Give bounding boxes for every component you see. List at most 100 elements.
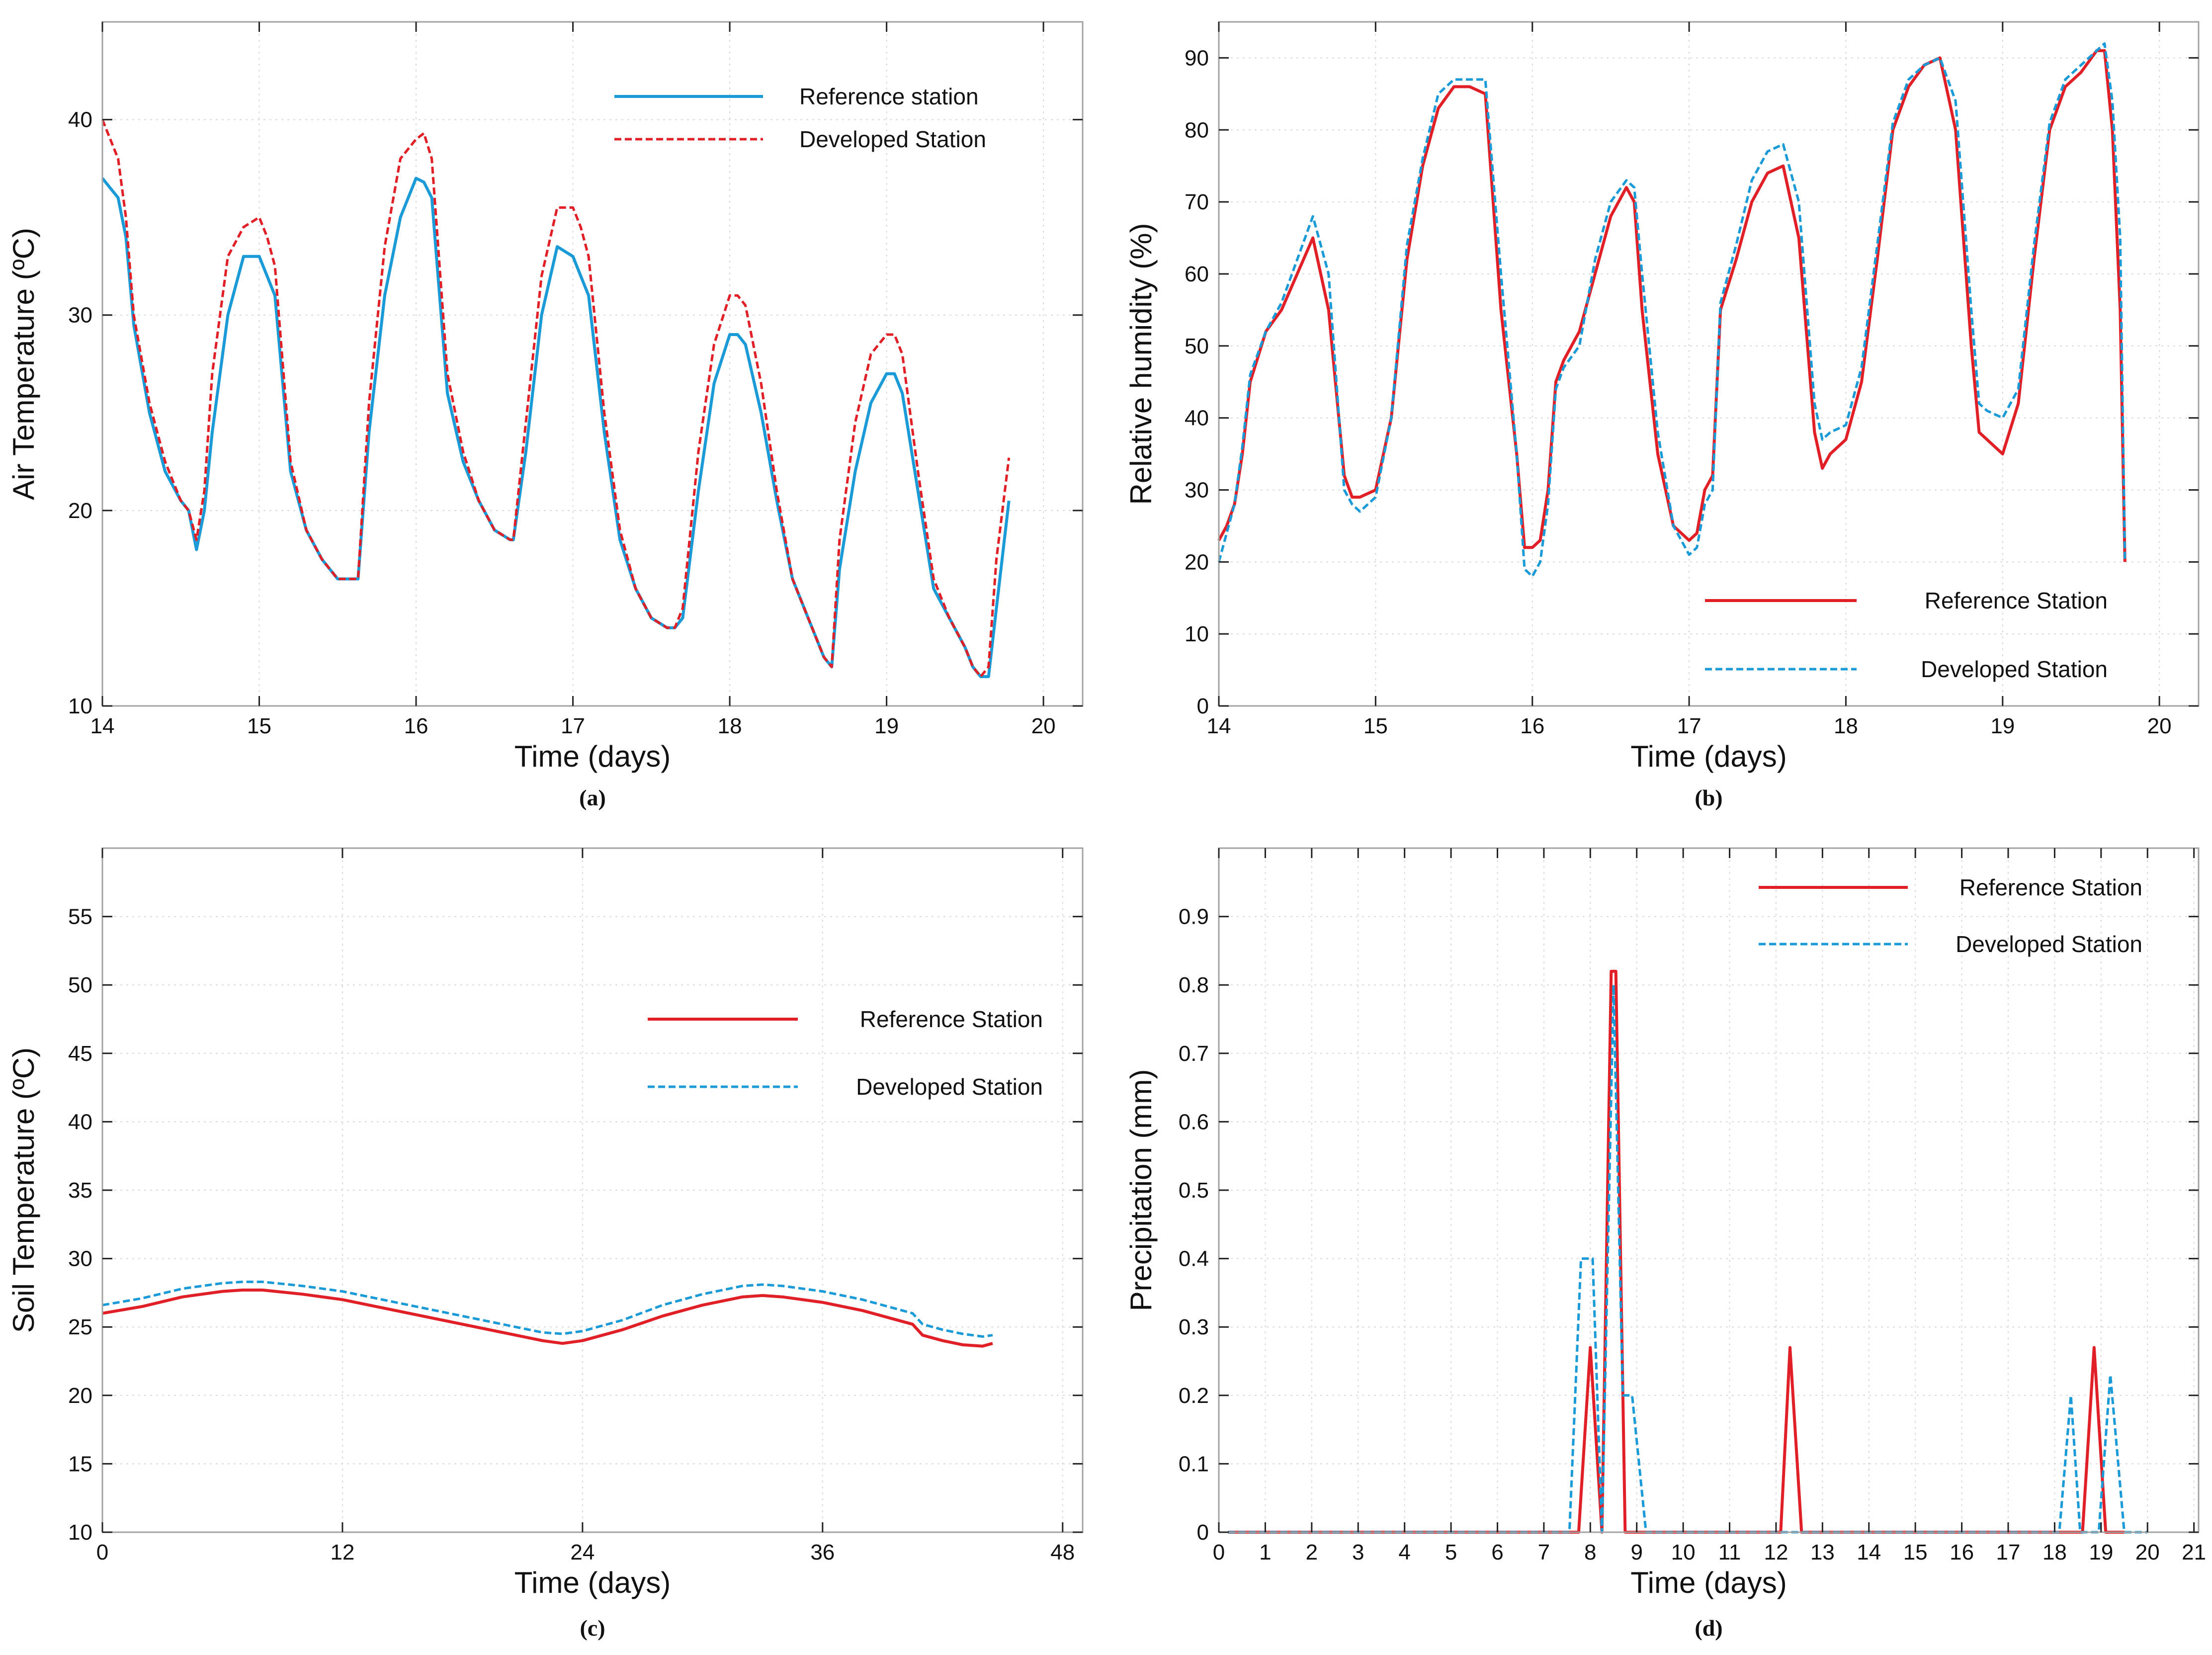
x-tick-label: 0 [1213,1540,1225,1565]
series-line-second [101,119,1011,678]
legend-entry: Developed Station [1921,656,2108,682]
series-line-first [102,1288,993,1348]
x-axis-label: Time (days) [514,740,671,773]
x-axis-label: Time (days) [1630,740,1787,773]
x-tick-label: 17 [1996,1540,2021,1565]
y-tick-label: 25 [68,1315,92,1339]
x-tick-label: 20 [1031,714,1056,738]
x-tick-label: 24 [570,1540,595,1565]
y-axis-label: Soil Temperature (ºC) [7,1047,40,1333]
x-tick-label: 17 [1677,714,1702,738]
x-tick-label: 17 [561,714,585,738]
x-tick-label: 19 [874,714,899,738]
x-tick-label: 13 [1810,1540,1835,1565]
y-tick-label: 50 [68,973,92,997]
y-tick-label: 0.1 [1179,1452,1209,1476]
series-line-first [1228,969,2125,1534]
y-tick-label: 0.4 [1179,1247,1209,1271]
x-tick-label: 2 [1306,1540,1318,1565]
x-tick-label: 16 [1950,1540,1974,1565]
y-tick-label: 0.6 [1179,1110,1209,1134]
x-tick-label: 14 [1207,714,1231,738]
legend: Reference Station Developed Station [648,1006,1043,1100]
y-tick-label: 0.7 [1179,1042,1209,1066]
x-tick-label: 5 [1445,1540,1457,1565]
legend-entry: Reference Station [1959,874,2142,900]
y-tick-label: 10 [1185,622,1209,646]
x-tick-label: 36 [810,1540,835,1565]
x-tick-label: 19 [2089,1540,2113,1565]
y-tick-label: 0 [1197,1520,1209,1545]
y-tick-label: 80 [1185,118,1209,142]
legend: Reference Station Developed Station [1759,874,2142,957]
y-tick-label: 90 [1185,46,1209,70]
panel-label: (a) [579,785,606,810]
x-tick-label: 20 [2135,1540,2160,1565]
y-tick-label: 10 [68,1520,92,1545]
y-tick-label: 0.2 [1179,1384,1209,1408]
y-tick-label: 20 [68,1384,92,1408]
y-tick-label: 40 [1185,406,1209,431]
legend-entry: Reference Station [860,1006,1043,1032]
y-tick-label: 0.3 [1179,1315,1209,1339]
x-tick-label: 6 [1491,1540,1503,1565]
y-tick-label: 30 [1185,478,1209,502]
x-tick-label: 3 [1352,1540,1364,1565]
x-tick-label: 16 [1520,714,1544,738]
y-tick-label: 55 [68,905,92,929]
y-tick-label: 45 [68,1042,92,1066]
x-tick-label: 15 [247,714,271,738]
panel-label: (d) [1695,1615,1722,1641]
y-tick-label: 40 [68,108,92,132]
y-tick-label: 30 [68,303,92,328]
x-tick-label: 20 [2147,714,2172,738]
y-tick-label: 0.8 [1179,973,1209,997]
x-tick-label: 12 [1764,1540,1788,1565]
legend: Reference Station Developed Station [1705,588,2108,682]
x-axis-label: Time (days) [1630,1566,1787,1599]
series-line-second [1228,983,2148,1534]
y-tick-label: 50 [1185,334,1209,358]
legend: Reference station Developed Station [614,84,986,152]
y-axis-label: Relative humidity (%) [1124,223,1158,505]
chart-panel-d: 0 1 2 3 4 5 6 7 8 9 10 11 12 13 14 15 16 17 18 19 20 2100.10.… [1124,847,2206,1641]
chart-panel-a: 14 15 16 17 18 19 20 10 20 30 40 Time (days) Air Tem… [7,21,1084,810]
legend-entry: Developed Station [856,1074,1043,1100]
panel-label: (c) [580,1615,605,1641]
legend-entry: Reference station [799,84,979,109]
legend-entry: Developed Station [799,126,986,152]
y-tick-label: 0.9 [1179,905,1209,929]
y-tick-label: 0 [1197,694,1209,718]
x-tick-label: 0 [96,1540,108,1565]
y-tick-label: 30 [68,1247,92,1271]
y-tick-label: 35 [68,1178,92,1203]
x-tick-label: 15 [1903,1540,1928,1565]
series-line-first [101,176,1011,678]
y-tick-label: 20 [68,499,92,523]
x-tick-label: 15 [1363,714,1388,738]
y-tick-label: 60 [1185,262,1209,286]
x-tick-label: 10 [1671,1540,1696,1565]
x-tick-label: 18 [718,714,742,738]
x-tick-label: 1 [1259,1540,1271,1565]
x-tick-label: 18 [1834,714,1858,738]
y-tick-label: 15 [68,1452,92,1476]
panel-label: (b) [1695,785,1722,810]
y-tick-label: 40 [68,1110,92,1134]
x-tick-label: 16 [404,714,428,738]
x-tick-label: 9 [1630,1540,1642,1565]
plot-frame [1218,21,2200,707]
legend-entry: Reference Station [1925,588,2108,613]
series-line-first [1217,49,2127,562]
y-axis-label: Air Temperature (ºC) [7,228,40,500]
chart-panel-c: 0 12 24 36 48 10 15 20 25 30 35 40 45 50 55 Time (days)… [7,847,1084,1641]
plot-frame [101,21,1084,707]
x-tick-label: 8 [1584,1540,1596,1565]
y-tick-label: 10 [68,694,92,718]
x-tick-label: 12 [330,1540,354,1565]
x-tick-label: 11 [1718,1540,1741,1565]
x-tick-label: 7 [1538,1540,1550,1565]
x-axis-label: Time (days) [514,1566,671,1599]
chart-panel-b: 14 15 16 17 18 19 20 0 10 20 30 40 50 60 70 80 90 Time (d… [1124,21,2200,810]
